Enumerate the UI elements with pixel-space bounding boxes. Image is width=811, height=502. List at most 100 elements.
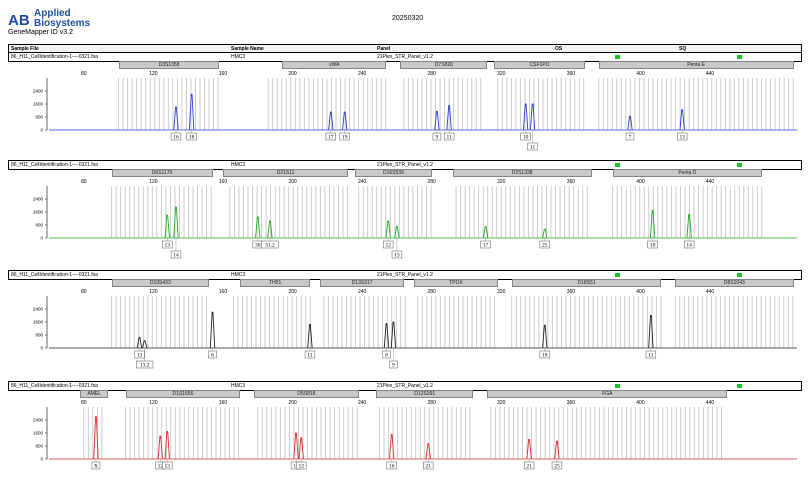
marker-amel[interactable]: AMEL [80,390,109,398]
marker-d8s1043[interactable]: D8S1043 [675,279,794,287]
allele-peak [522,103,529,131]
allele-call-label: 25 [542,242,548,248]
allele-call-box[interactable] [625,132,635,141]
allele-call-box[interactable] [647,240,658,249]
sample-name: HMC3 [231,162,246,168]
allele-call-box[interactable] [208,350,217,359]
x-tick-label: 120 [149,289,158,295]
allele-call-box[interactable] [480,240,491,249]
allele-call-box[interactable] [339,132,350,141]
marker-csf1po[interactable]: CSF1PO [494,61,585,69]
x-tick-label: 240 [358,179,367,185]
x-tick-label: 440 [706,179,715,185]
marker-d12s391[interactable]: D12S391 [376,390,474,398]
marker-penta-e[interactable]: Penta E [598,61,794,69]
sq-quality-indicator[interactable] [737,163,742,167]
allele-call-box[interactable] [382,350,391,359]
os-quality-indicator[interactable] [615,384,620,388]
allele-call-box[interactable] [134,350,145,359]
y-tick-label: 2400 [33,307,44,312]
allele-call-box[interactable] [523,461,535,470]
marker-d6s1170[interactable]: D6S1170 [111,169,213,177]
allele-call-box[interactable] [91,461,101,470]
marker-d21s11[interactable]: D21S11 [222,169,349,177]
allele-call-box[interactable] [383,240,394,249]
col-panel: Panel [377,46,391,52]
marker-bar: AMEL D1S1656 D5S818 D12S391 FGA [8,390,800,399]
marker-d5s818[interactable]: D5S818 [254,390,359,398]
x-tick-label: 280 [428,71,437,77]
allele-call-box[interactable] [389,360,398,369]
marker-d19s433[interactable]: D19S433 [111,279,210,287]
allele-call-box[interactable] [136,360,154,369]
col-os: OS [555,46,563,52]
x-tick-label: 440 [706,71,715,77]
x-tick-label: 200 [288,400,297,406]
allele-call-box[interactable] [162,240,173,249]
allele-call-label: X [94,463,98,469]
allele-call-box[interactable] [527,142,538,151]
marker-penta-d[interactable]: Penta D [612,169,763,177]
marker-d3s1358[interactable]: D3S1358 [118,61,220,69]
allele-call-box[interactable] [304,350,316,359]
marker-d2s1338[interactable]: D2S1338 [452,169,592,177]
allele-call-box[interactable] [325,132,336,141]
sample-file: 86_H11_CellIdentification-1----0321.fsa [11,162,98,168]
x-tick-label: 200 [288,179,297,185]
x-tick-label: 320 [497,71,506,77]
allele-call-box[interactable] [170,132,182,141]
allele-call-box[interactable] [162,461,173,470]
marker-vwa[interactable]: vWA [282,61,387,69]
x-tick-label: 160 [219,179,228,185]
allele-peak [649,209,656,239]
marker-d16s539[interactable]: D16S539 [355,169,432,177]
x-tick-label: 200 [288,71,297,77]
allele-call-box[interactable] [432,132,442,141]
allele-peak [293,432,299,460]
allele-call-box[interactable] [391,250,403,259]
os-quality-indicator[interactable] [615,55,620,59]
marker-th01[interactable]: TH01 [240,279,310,287]
marker-d18s51[interactable]: D18S51 [511,279,662,287]
allele-call-box[interactable] [443,132,455,141]
allele-peak [542,228,548,239]
allele-call-box[interactable] [386,461,397,470]
allele-peak [142,340,148,349]
os-quality-indicator[interactable] [615,273,620,277]
os-quality-indicator[interactable] [615,163,620,167]
allele-call-label: 11 [648,352,654,358]
allele-call-box[interactable] [551,461,563,470]
allele-call-box[interactable] [520,132,531,141]
allele-call-label: 14 [686,242,692,248]
allele-call-box[interactable] [423,461,434,470]
allele-peak [542,324,548,349]
allele-call-box[interactable] [539,350,550,359]
allele-call-box[interactable] [645,350,657,359]
sq-quality-indicator[interactable] [737,55,742,59]
allele-call-label: 13 [394,252,400,258]
x-tick-label: 320 [497,400,506,406]
allele-call-box[interactable] [186,132,197,141]
allele-call-box[interactable] [296,461,307,470]
allele-peak [328,111,334,131]
sq-quality-indicator[interactable] [737,384,742,388]
marker-d13s317[interactable]: D13S317 [320,279,404,287]
x-tick-label: 400 [636,179,645,185]
allele-call-box[interactable] [170,250,182,259]
allele-call-label: 13 [137,352,143,358]
col-sample-file: Sample File [11,46,39,52]
marker-fga[interactable]: FGA [487,390,728,398]
software-version: GeneMapper ID v3.2 [8,29,73,36]
allele-call-label: 18 [542,352,548,358]
marker-d1s1656[interactable]: D1S1656 [125,390,241,398]
sq-quality-indicator[interactable] [737,273,742,277]
allele-peak [173,106,179,131]
marker-d7s820[interactable]: D7S820 [400,61,488,69]
allele-call-box[interactable] [683,240,695,249]
allele-call-box[interactable] [261,240,279,249]
x-tick-label: 120 [149,71,158,77]
allele-call-box[interactable] [539,240,550,249]
allele-call-box[interactable] [677,132,688,141]
marker-tpox[interactable]: TPOX [414,279,498,287]
x-tick-label: 160 [219,71,228,77]
